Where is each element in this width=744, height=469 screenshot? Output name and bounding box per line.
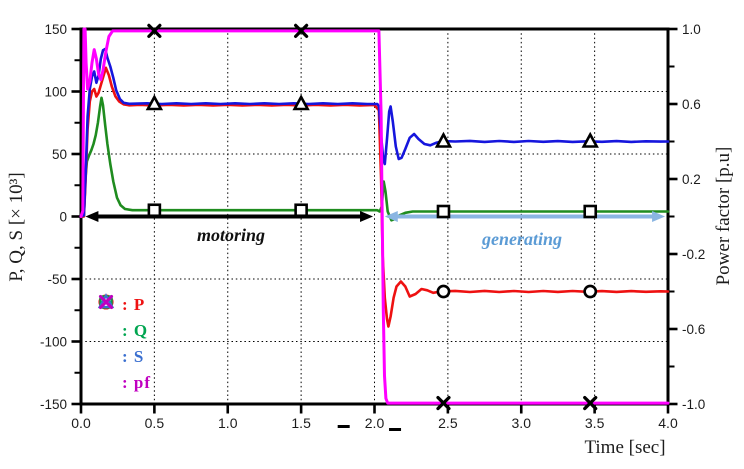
y-axis-label-right: Power factor [p.u] <box>713 146 734 286</box>
svg-text:0: 0 <box>59 209 67 224</box>
svg-text:3.0: 3.0 <box>512 415 532 431</box>
svg-text:0.6: 0.6 <box>682 97 701 112</box>
svg-text:50: 50 <box>52 147 67 162</box>
svg-text:0.0: 0.0 <box>71 415 91 431</box>
svg-text:-150: -150 <box>40 397 67 412</box>
legend-item-pf: : pf <box>96 294 152 395</box>
svg-text:-100: -100 <box>40 334 67 349</box>
svg-text:1.0: 1.0 <box>218 415 238 431</box>
legend-item-s: : S <box>96 293 151 369</box>
legend-item-q: : Q <box>96 295 151 343</box>
svg-text:0.5: 0.5 <box>145 415 165 431</box>
svg-text:-1.0: -1.0 <box>682 397 705 412</box>
svg-text:100: 100 <box>44 84 67 99</box>
y-axis-label-left: P, Q, S [× 10³] <box>6 172 27 282</box>
annotation-generating: generating <box>481 229 562 249</box>
svg-text:0.2: 0.2 <box>682 172 701 187</box>
triangle-marker-icon <box>96 293 118 366</box>
svg-text:-0.2: -0.2 <box>682 247 705 262</box>
svg-text:3.5: 3.5 <box>585 415 605 431</box>
legend-label: : P <box>122 295 146 314</box>
svg-text:2.0: 2.0 <box>365 415 385 431</box>
svg-text:150: 150 <box>44 22 67 37</box>
annotation-motoring: motoring <box>196 225 266 245</box>
svg-text:-50: -50 <box>47 272 67 287</box>
svg-text:1.0: 1.0 <box>682 22 701 37</box>
legend-label: : pf <box>122 373 152 392</box>
x-axis-label: Time [sec] <box>584 437 666 458</box>
svg-text:4.0: 4.0 <box>658 415 678 431</box>
legend-label: : S <box>122 347 145 366</box>
svg-text:2.5: 2.5 <box>438 415 458 431</box>
svg-text:-0.6: -0.6 <box>682 322 705 337</box>
legend-label: : Q <box>122 321 149 340</box>
svg-text:1.5: 1.5 <box>291 415 311 431</box>
x-marker-icon <box>96 294 118 392</box>
legend: : P : Q : S : pf <box>96 293 151 395</box>
square-marker-icon <box>96 295 118 340</box>
